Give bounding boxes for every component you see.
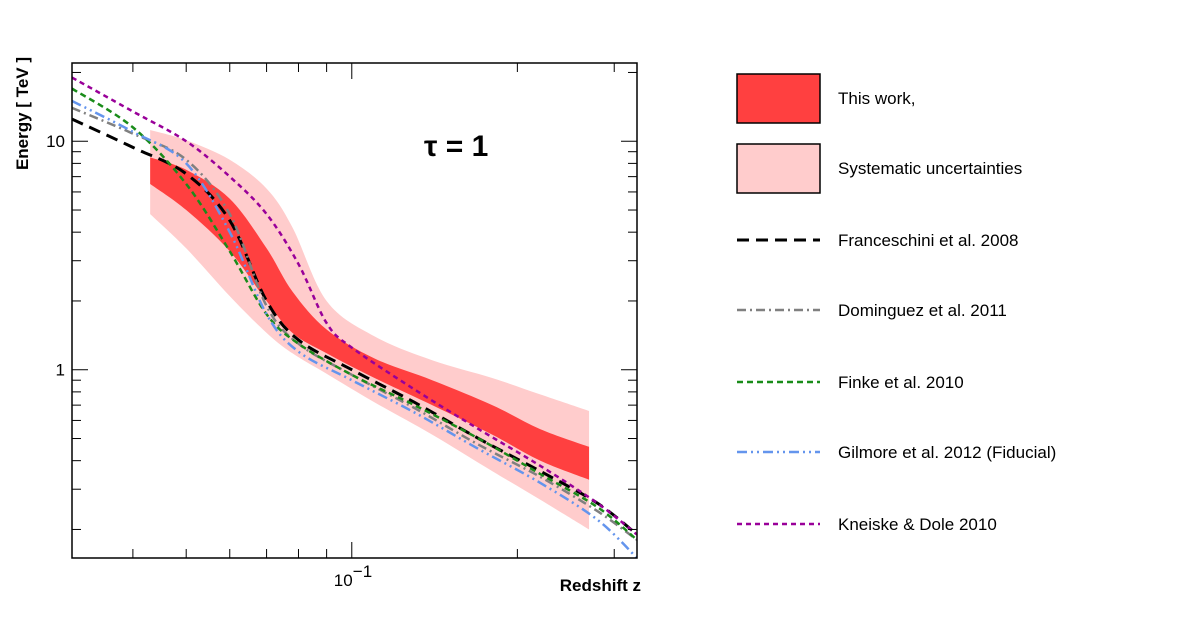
legend-entry-franceschini-et-al-2008: Franceschini et al. 2008: [737, 231, 1019, 250]
curve-kneiske-dole-2010: [72, 76, 637, 536]
legend: This work, Systematic uncertainties France…: [736, 73, 1056, 534]
legend-label: Systematic uncertainties: [838, 159, 1022, 178]
legend-entry-this-work: This work,: [736, 73, 915, 124]
axis-ticks: [72, 63, 637, 558]
legend-label: Dominguez et al. 2011: [838, 301, 1007, 320]
plot-frame: [71, 62, 638, 559]
curve-finke-et-al-2010: [72, 87, 637, 541]
x-tick-label-base: 10: [334, 571, 353, 590]
y-axis-title: Energy [ TeV ]: [13, 57, 32, 170]
legend-label: Gilmore et al. 2012 (Fiducial): [838, 443, 1056, 462]
y-tick-label: 10: [46, 132, 65, 151]
legend-label: This work,: [838, 89, 915, 108]
model-curves: [72, 76, 637, 558]
curve-gilmore-et-al-2012-fiducial: [72, 99, 637, 558]
legend-entry-dominguez-et-al-2011: Dominguez et al. 2011: [737, 301, 1007, 320]
tau-annotation: τ = 1: [424, 130, 488, 163]
curve-dominguez-et-al-2011: [72, 106, 637, 541]
legend-entry-finke-et-al-2010: Finke et al. 2010: [737, 373, 964, 392]
curve-franceschini-et-al-2008: [72, 117, 637, 536]
y-tick-label: 1: [56, 361, 65, 380]
legend-label: Franceschini et al. 2008: [838, 231, 1019, 250]
legend-entry-kneiske-dole-2010: Kneiske & Dole 2010: [737, 515, 997, 534]
legend-entry-systematic-uncertainties: Systematic uncertainties: [736, 143, 1022, 194]
legend-swatch: [736, 143, 821, 194]
uncertainty-bands: [150, 130, 590, 530]
legend-label: Kneiske & Dole 2010: [838, 515, 997, 534]
legend-entry-gilmore-et-al-2012-fiducial: Gilmore et al. 2012 (Fiducial): [737, 443, 1056, 462]
x-axis-title: Redshift z: [560, 576, 641, 595]
x-tick-label-exponent: −1: [353, 562, 372, 581]
legend-label: Finke et al. 2010: [838, 373, 964, 392]
band-this-work: [150, 157, 590, 480]
legend-swatch: [736, 73, 821, 124]
